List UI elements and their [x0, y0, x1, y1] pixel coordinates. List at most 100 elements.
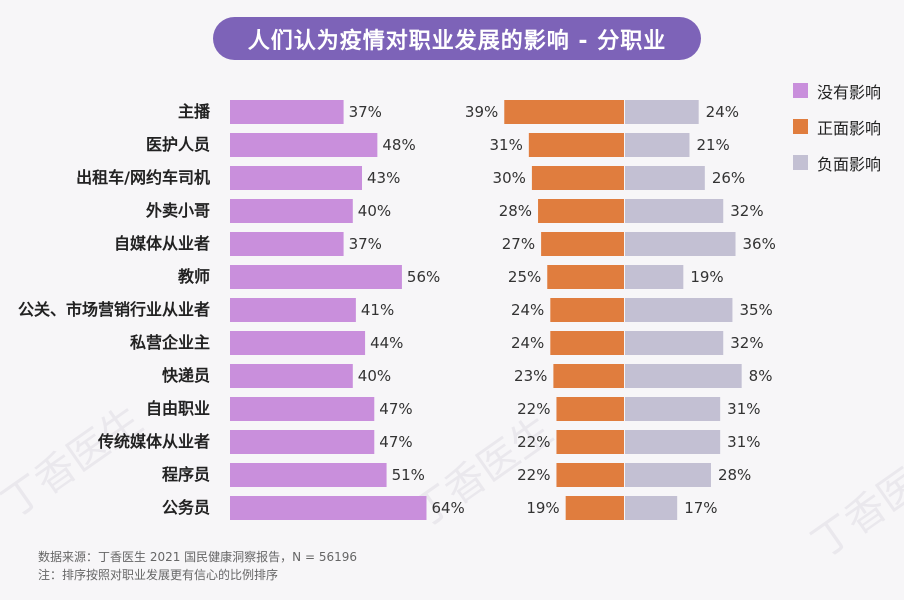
- value-label-negative: 35%: [739, 301, 772, 319]
- bar-negative: [625, 265, 684, 289]
- bar-negative: [625, 232, 736, 256]
- legend-swatch-negative: [793, 155, 808, 170]
- bar-negative: [625, 463, 711, 487]
- value-label-positive: 25%: [508, 268, 541, 286]
- legend-item-none: 没有影响: [793, 78, 881, 103]
- value-label-negative: 31%: [727, 433, 760, 451]
- value-label-no-impact: 48%: [382, 136, 415, 154]
- source-note: 数据来源：丁香医生 2021 国民健康洞察报告，N = 56196: [38, 550, 358, 564]
- value-label-negative: 32%: [730, 334, 763, 352]
- value-label-positive: 22%: [517, 433, 550, 451]
- bar-positive: [556, 463, 624, 487]
- value-label-no-impact: 56%: [407, 268, 440, 286]
- legend: 没有影响 正面影响 负面影响: [793, 78, 881, 186]
- bar-no-impact: [230, 463, 387, 487]
- value-label-no-impact: 44%: [370, 334, 403, 352]
- legend-swatch-positive: [793, 119, 808, 134]
- bar-no-impact: [230, 331, 366, 355]
- bar-positive: [550, 331, 624, 355]
- bar-negative: [625, 100, 699, 124]
- value-label-positive: 22%: [517, 466, 550, 484]
- category-label: 教师: [178, 267, 210, 286]
- bar-no-impact: [230, 100, 344, 124]
- bar-negative: [625, 496, 678, 520]
- value-label-negative: 36%: [743, 235, 776, 253]
- category-label: 程序员: [162, 465, 210, 484]
- bar-no-impact: [230, 166, 363, 190]
- bar-positive: [553, 364, 624, 388]
- value-label-positive: 24%: [511, 334, 544, 352]
- category-label: 公关、市场营销行业从业者: [18, 300, 210, 319]
- value-label-no-impact: 64%: [431, 499, 464, 517]
- bar-negative: [625, 298, 733, 322]
- category-label: 出租车/网约车司机: [76, 168, 210, 187]
- bar-no-impact: [230, 397, 375, 421]
- category-label: 主播: [178, 102, 211, 121]
- bar-positive: [504, 100, 624, 124]
- bar-negative: [625, 133, 690, 157]
- value-label-negative: 31%: [727, 400, 760, 418]
- bar-negative: [625, 430, 721, 454]
- value-label-no-impact: 51%: [392, 466, 425, 484]
- bar-no-impact: [230, 265, 402, 289]
- value-label-positive: 30%: [493, 169, 526, 187]
- value-label-positive: 31%: [489, 136, 522, 154]
- value-label-no-impact: 43%: [367, 169, 400, 187]
- category-label: 快递员: [162, 366, 210, 385]
- bar-negative: [625, 364, 742, 388]
- bar-no-impact: [230, 364, 353, 388]
- chart-title: 人们认为疫情对职业发展的影响 - 分职业: [213, 17, 701, 60]
- value-label-positive: 27%: [502, 235, 535, 253]
- bar-positive: [547, 265, 624, 289]
- sort-note: 注：排序按照对职业发展更有信心的比例排序: [38, 568, 279, 582]
- value-label-no-impact: 41%: [361, 301, 394, 319]
- bar-positive: [538, 199, 624, 223]
- value-label-negative: 8%: [749, 367, 773, 385]
- bar-negative: [625, 199, 724, 223]
- value-label-negative: 21%: [696, 136, 729, 154]
- bar-no-impact: [230, 199, 353, 223]
- legend-label-negative: 负面影响: [817, 154, 882, 174]
- bar-negative: [625, 166, 705, 190]
- value-label-negative: 17%: [684, 499, 717, 517]
- value-label-negative: 24%: [706, 103, 739, 121]
- value-label-positive: 24%: [511, 301, 544, 319]
- value-label-positive: 19%: [526, 499, 559, 517]
- bar-positive: [541, 232, 624, 256]
- value-label-negative: 26%: [712, 169, 745, 187]
- value-label-no-impact: 47%: [379, 433, 412, 451]
- category-label: 自由职业: [146, 399, 210, 418]
- bar-positive: [556, 430, 624, 454]
- value-label-no-impact: 37%: [349, 103, 382, 121]
- legend-label-positive: 正面影响: [817, 118, 882, 138]
- value-label-no-impact: 47%: [379, 400, 412, 418]
- value-label-positive: 28%: [499, 202, 532, 220]
- category-label: 自媒体从业者: [114, 234, 210, 253]
- bar-positive: [550, 298, 624, 322]
- value-label-negative: 28%: [718, 466, 751, 484]
- value-label-no-impact: 40%: [358, 202, 391, 220]
- legend-item-positive: 正面影响: [793, 114, 881, 139]
- value-label-negative: 32%: [730, 202, 763, 220]
- bar-no-impact: [230, 133, 378, 157]
- value-label-negative: 19%: [690, 268, 723, 286]
- bar-positive: [565, 496, 624, 520]
- bar-no-impact: [230, 232, 344, 256]
- category-label: 公务员: [162, 498, 210, 517]
- value-label-positive: 23%: [514, 367, 547, 385]
- legend-label-none: 没有影响: [817, 82, 882, 102]
- bar-no-impact: [230, 298, 356, 322]
- bar-no-impact: [230, 496, 427, 520]
- value-label-positive: 39%: [465, 103, 498, 121]
- category-label: 外卖小哥: [145, 201, 210, 220]
- bar-positive: [556, 397, 624, 421]
- category-label: 医护人员: [146, 135, 210, 154]
- legend-item-negative: 负面影响: [793, 150, 881, 175]
- value-label-positive: 22%: [517, 400, 550, 418]
- bar-negative: [625, 397, 721, 421]
- category-label: 传统媒体从业者: [97, 432, 210, 451]
- bar-positive: [528, 133, 624, 157]
- value-label-no-impact: 40%: [358, 367, 391, 385]
- bar-positive: [531, 166, 624, 190]
